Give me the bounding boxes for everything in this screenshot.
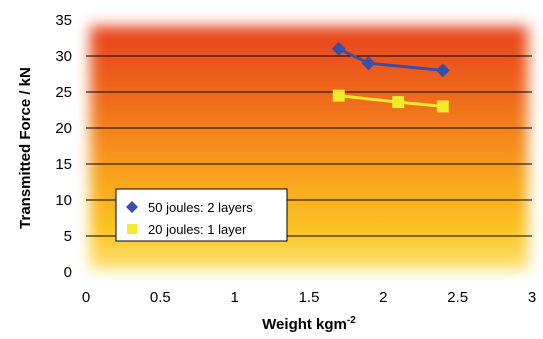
x-axis-label-main: Weight kgm — [262, 316, 347, 333]
x-tick-label: 0 — [82, 289, 90, 306]
square-icon — [127, 224, 137, 234]
y-tick-label: 5 — [64, 228, 72, 245]
y-tick-label: 15 — [55, 156, 72, 173]
x-tick-label: 0.5 — [150, 289, 171, 306]
data-point — [331, 41, 346, 56]
legend-label-series-1: 50 joules: 2 layers — [148, 200, 253, 215]
legend: 50 joules: 2 layers 20 joules: 1 layer — [115, 188, 288, 242]
data-point — [361, 56, 376, 71]
y-axis-label: Transmitted Force / kN — [17, 67, 34, 229]
x-tick-label: 2 — [379, 289, 387, 306]
diamond-icon — [126, 201, 138, 213]
data-point — [332, 89, 345, 102]
x-axis-label: Weight kgm-2 — [262, 315, 356, 333]
data-point — [436, 100, 449, 113]
x-tick-label: 1.5 — [299, 289, 320, 306]
y-tick-label: 0 — [64, 264, 72, 281]
y-tick-label: 10 — [55, 192, 72, 209]
x-axis-label-superscript: -2 — [347, 315, 356, 326]
x-axis-ticks: 0 0.5 1 1.5 2 2.5 3 — [82, 289, 536, 306]
series-1 — [331, 41, 450, 78]
y-tick-label: 25 — [55, 84, 72, 101]
series-2 — [332, 89, 449, 113]
x-tick-label: 2.5 — [447, 289, 468, 306]
legend-item-series-1: 50 joules: 2 layers — [126, 200, 253, 215]
legend-item-series-2: 20 joules: 1 layer — [127, 222, 247, 237]
y-tick-label: 30 — [55, 48, 72, 65]
legend-box — [115, 188, 288, 242]
legend-label-series-2: 20 joules: 1 layer — [148, 222, 247, 237]
x-tick-label: 1 — [230, 289, 238, 306]
series-layer — [331, 41, 450, 113]
y-tick-label: 35 — [55, 12, 72, 29]
data-point — [435, 63, 450, 78]
x-tick-label: 3 — [528, 289, 536, 306]
y-axis-ticks: 0 5 10 15 20 25 30 35 — [55, 12, 72, 281]
y-tick-label: 20 — [55, 120, 72, 137]
data-point — [392, 96, 405, 109]
